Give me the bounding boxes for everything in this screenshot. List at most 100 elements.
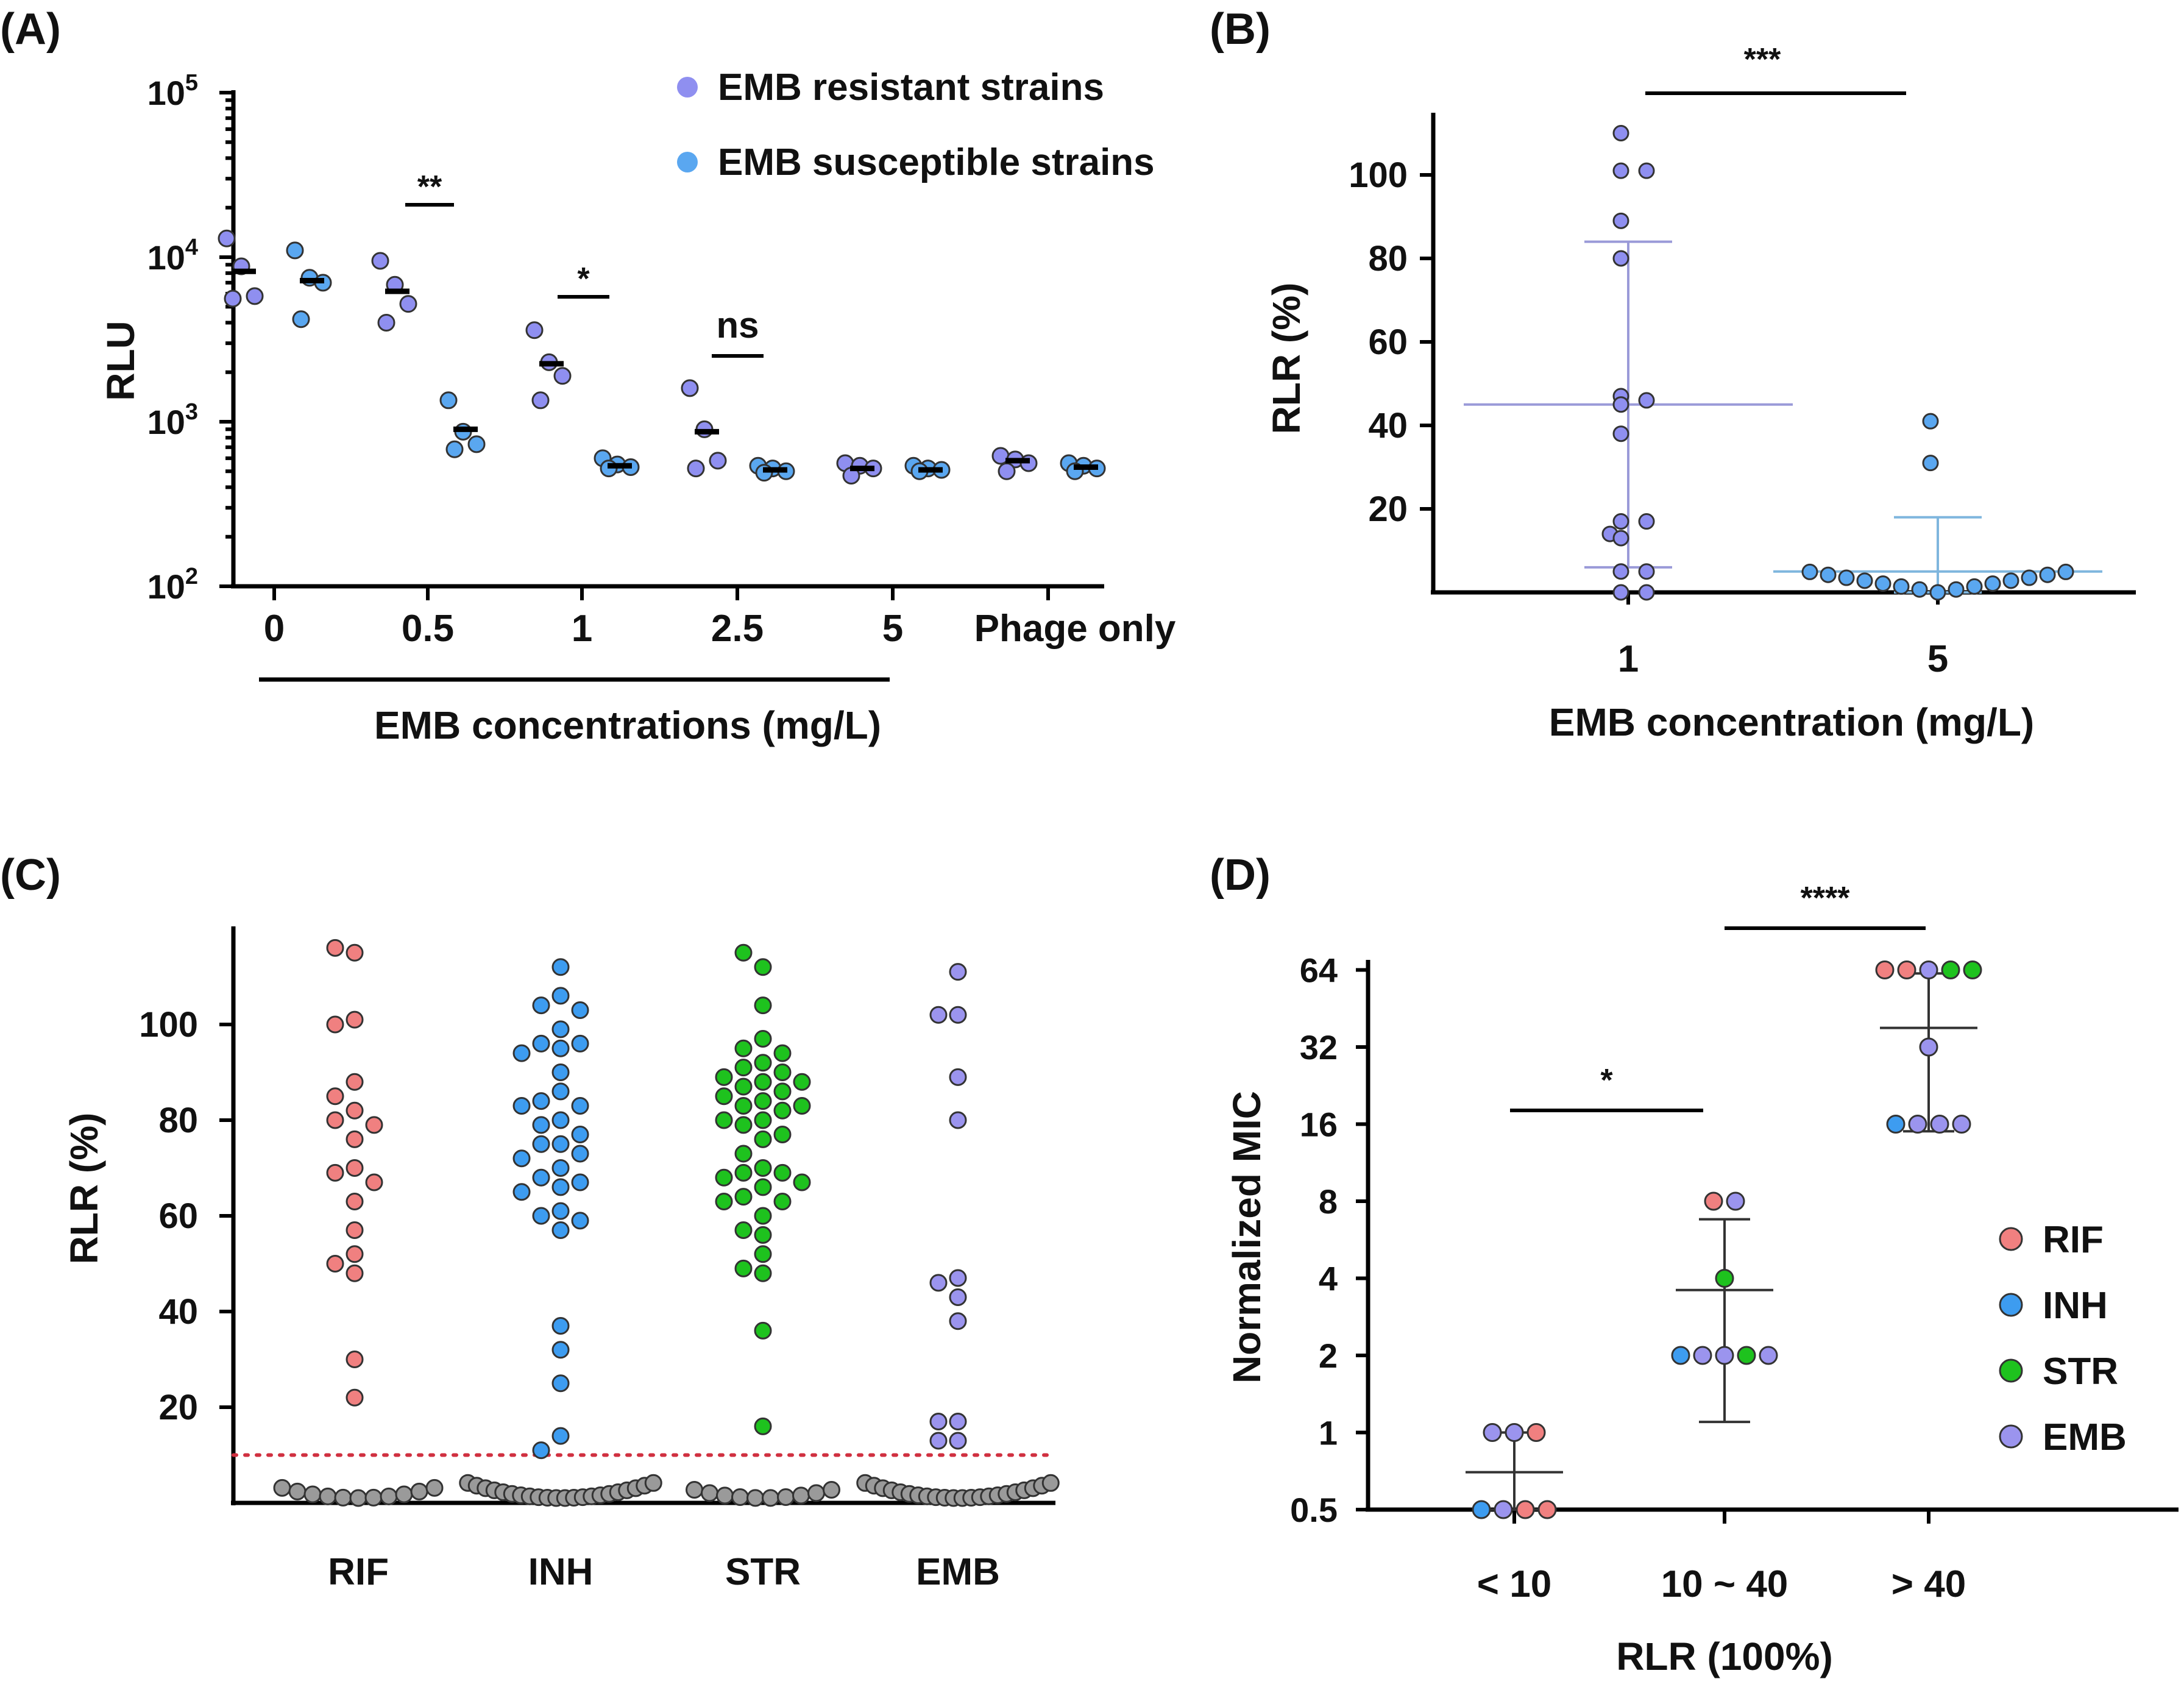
c-y-tick-label: 40 xyxy=(158,1292,198,1332)
c-point-rif xyxy=(326,1015,344,1034)
b-point-1 xyxy=(1612,563,1629,580)
c-point-inh xyxy=(551,987,570,1005)
a-legend-sus-marker xyxy=(677,152,698,172)
c-point-inh xyxy=(532,1116,550,1134)
a-susceptible-point xyxy=(445,440,464,458)
a-significance-label: ** xyxy=(417,169,442,205)
c-point-below-cutoff xyxy=(380,1487,398,1505)
c-point-emb xyxy=(949,1288,967,1306)
panel-d-label: (D) xyxy=(1210,851,1271,900)
c-point-emb xyxy=(929,1413,948,1431)
c-point-rif xyxy=(326,1163,344,1182)
b-point-1 xyxy=(1638,563,1655,580)
b-point-5 xyxy=(2002,572,2019,589)
a-x-tick-label: Phage only xyxy=(974,608,1176,650)
b-point-5 xyxy=(1820,566,1837,583)
c-point-inh xyxy=(551,1221,570,1240)
d-point-rif xyxy=(1537,1500,1557,1519)
b-y-label: RLR (%) xyxy=(1264,283,1308,435)
b-point-1 xyxy=(1612,212,1629,229)
b-point-1 xyxy=(1638,584,1655,601)
c-point-inh xyxy=(551,1020,570,1038)
b-point-1 xyxy=(1612,530,1629,547)
a-resistant-point xyxy=(998,462,1016,480)
c-point-str xyxy=(773,1126,792,1144)
c-point-str xyxy=(734,1059,753,1077)
c-point-inh xyxy=(551,1082,570,1101)
c-point-below-cutoff xyxy=(395,1485,413,1504)
a-legend-res: EMB resistant strains xyxy=(718,66,1104,108)
a-x-ticks: 0 0.5 1 2.5 5 Phage only xyxy=(264,586,1176,650)
d-legend-label-emb: EMB xyxy=(2043,1416,2127,1458)
b-point-1 xyxy=(1612,396,1629,413)
c-point-below-cutoff xyxy=(823,1481,840,1499)
c-point-emb xyxy=(949,963,967,981)
c-y-ticks: 20 40 60 80 100 xyxy=(139,1005,233,1427)
c-point-rif xyxy=(346,1130,364,1148)
c-points xyxy=(273,939,1060,1507)
c-point-str xyxy=(734,1116,753,1134)
c-point-str xyxy=(734,1259,753,1277)
b-point-1 xyxy=(1612,250,1629,267)
c-point-inh xyxy=(532,1034,550,1053)
c-point-rif xyxy=(365,1173,383,1191)
d-point-emb xyxy=(1930,1115,1949,1134)
a-x-tick-label: 1 xyxy=(572,608,592,650)
panel-a-label: (A) xyxy=(0,5,61,54)
c-point-rif xyxy=(326,1255,344,1273)
c-x-tick-label: STR xyxy=(725,1551,801,1593)
a-resistant-point xyxy=(709,452,727,470)
c-point-inh xyxy=(532,1135,550,1153)
c-point-below-cutoff xyxy=(288,1482,307,1500)
d-point-emb xyxy=(1693,1346,1712,1365)
a-susceptible-point xyxy=(439,391,458,410)
c-y-tick-label: 100 xyxy=(139,1005,198,1045)
b-point-5 xyxy=(1948,581,1965,598)
a-resistant-point xyxy=(399,295,417,313)
d-y-ticks: 0.5 1 2 4 8 16 32 64 xyxy=(1290,951,1368,1529)
a-legend-res-marker xyxy=(677,77,698,98)
b-point-1 xyxy=(1612,125,1629,141)
d-point-rif xyxy=(1526,1423,1546,1442)
b-point-5 xyxy=(1838,569,1855,586)
d-point-inh xyxy=(1886,1115,1906,1134)
b-point-1 xyxy=(1612,425,1629,442)
d-point-emb xyxy=(1759,1346,1778,1365)
c-point-inh xyxy=(551,958,570,976)
c-point-emb xyxy=(949,1111,967,1129)
d-y-tick-label: 8 xyxy=(1319,1182,1338,1221)
c-point-inh xyxy=(532,996,550,1015)
a-y-tick-label: 104 xyxy=(147,235,198,277)
c-point-rif xyxy=(346,1101,364,1120)
b-point-1 xyxy=(1638,162,1655,179)
d-point-str xyxy=(1715,1269,1734,1288)
c-y-tick-label: 20 xyxy=(158,1388,198,1427)
c-point-below-cutoff xyxy=(731,1488,749,1507)
a-resistant-point xyxy=(553,367,572,385)
b-point-1 xyxy=(1638,513,1655,530)
c-point-emb xyxy=(949,1432,967,1450)
c-point-inh xyxy=(551,1159,570,1177)
b-point-1 xyxy=(1612,513,1629,530)
c-point-inh xyxy=(512,1096,531,1115)
c-x-tick-label: INH xyxy=(528,1551,594,1593)
c-y-tick-label: 80 xyxy=(158,1101,198,1140)
c-point-inh xyxy=(551,1202,570,1220)
d-y-tick-label: 2 xyxy=(1319,1337,1338,1375)
c-point-str xyxy=(715,1068,733,1086)
d-point-str xyxy=(1963,960,1982,979)
a-susceptible-point xyxy=(286,241,304,260)
d-point-emb xyxy=(1952,1115,1971,1134)
d-point-str xyxy=(1737,1346,1756,1365)
c-point-emb xyxy=(949,1006,967,1024)
c-point-str xyxy=(773,1044,792,1062)
c-point-str xyxy=(715,1168,733,1187)
c-point-below-cutoff xyxy=(273,1479,291,1497)
b-points xyxy=(1601,125,2074,601)
c-point-rif xyxy=(346,1073,364,1091)
a-resistant-point xyxy=(224,289,242,308)
c-point-emb xyxy=(949,1269,967,1287)
d-x-tick-label: > 40 xyxy=(1892,1563,1966,1605)
c-point-inh xyxy=(571,1001,589,1019)
